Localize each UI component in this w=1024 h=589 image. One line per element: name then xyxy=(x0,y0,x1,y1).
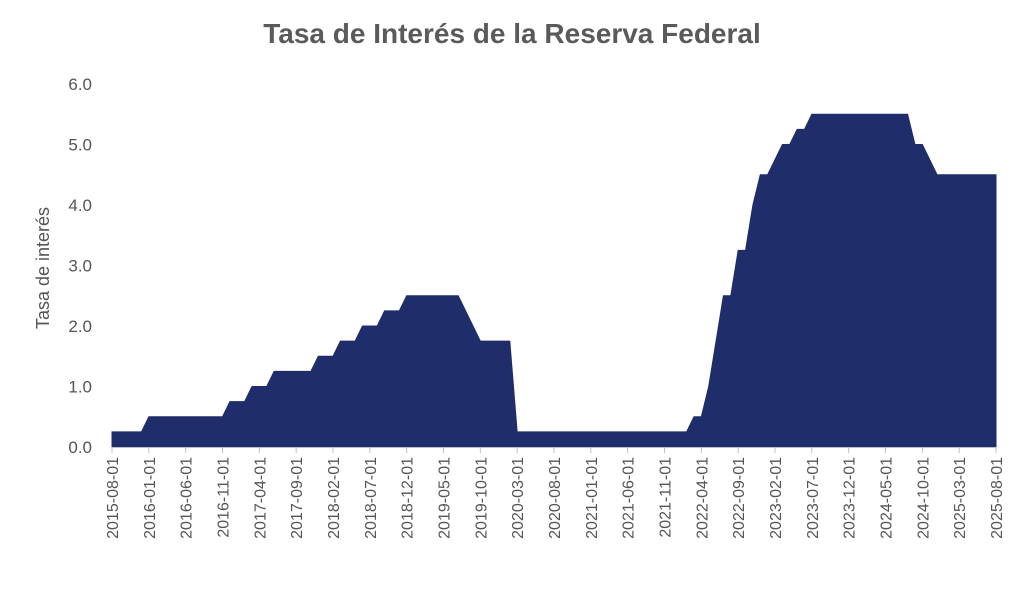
x-tick-label: 2025-03-01 xyxy=(952,457,969,539)
area-fill xyxy=(111,113,997,448)
x-tick-label: 2021-06-01 xyxy=(621,457,638,539)
y-tick-label: 3.0 xyxy=(68,257,92,276)
x-tick-label: 2020-08-01 xyxy=(547,457,564,539)
x-tick-label: 2021-11-01 xyxy=(658,457,675,538)
y-tick-label: 0.0 xyxy=(68,438,92,457)
x-tick-label: 2024-05-01 xyxy=(879,457,896,539)
x-tick-label: 2016-11-01 xyxy=(216,457,233,538)
x-tick-label: 2018-02-01 xyxy=(326,457,343,539)
y-tick-label: 2.0 xyxy=(68,317,92,336)
x-tick-label: 2015-08-01 xyxy=(105,457,122,539)
x-tick-label: 2018-07-01 xyxy=(363,457,380,539)
y-tick-label: 6.0 xyxy=(68,75,92,94)
x-tick-label: 2019-05-01 xyxy=(437,457,454,539)
y-axis-label: Tasa de interés xyxy=(33,207,53,329)
x-tick-label: 2016-01-01 xyxy=(142,457,159,539)
y-tick-label: 5.0 xyxy=(68,136,92,155)
x-tick-label: 2023-12-01 xyxy=(842,457,859,539)
x-tick-label: 2025-08-01 xyxy=(989,457,1006,539)
x-tick-label: 2021-01-01 xyxy=(584,457,601,539)
x-tick-label: 2023-07-01 xyxy=(805,457,822,539)
area-series xyxy=(111,113,997,448)
x-tick-label: 2020-03-01 xyxy=(510,457,527,539)
y-axis-ticks: 0.0 1.0 2.0 3.0 4.0 5.0 6.0 xyxy=(68,75,92,457)
x-tick-label: 2017-04-01 xyxy=(252,457,269,539)
x-axis: 2015-08-01 2016-01-01 2016-06-01 2016-11-01… xyxy=(105,447,1006,539)
x-tick-label: 2022-09-01 xyxy=(731,457,748,539)
x-tick-label: 2017-09-01 xyxy=(289,457,306,539)
x-tick-label: 2024-10-01 xyxy=(915,457,932,539)
x-tick-label: 2023-02-01 xyxy=(768,457,785,539)
x-tick-label: 2016-06-01 xyxy=(179,457,196,539)
chart-title: Tasa de Interés de la Reserva Federal xyxy=(263,18,761,49)
x-tick-label: 2018-12-01 xyxy=(400,457,417,539)
x-tick-label: 2019-10-01 xyxy=(473,457,490,539)
y-tick-label: 1.0 xyxy=(68,378,92,397)
y-tick-label: 4.0 xyxy=(68,196,92,215)
x-tick-label: 2022-04-01 xyxy=(694,457,711,539)
